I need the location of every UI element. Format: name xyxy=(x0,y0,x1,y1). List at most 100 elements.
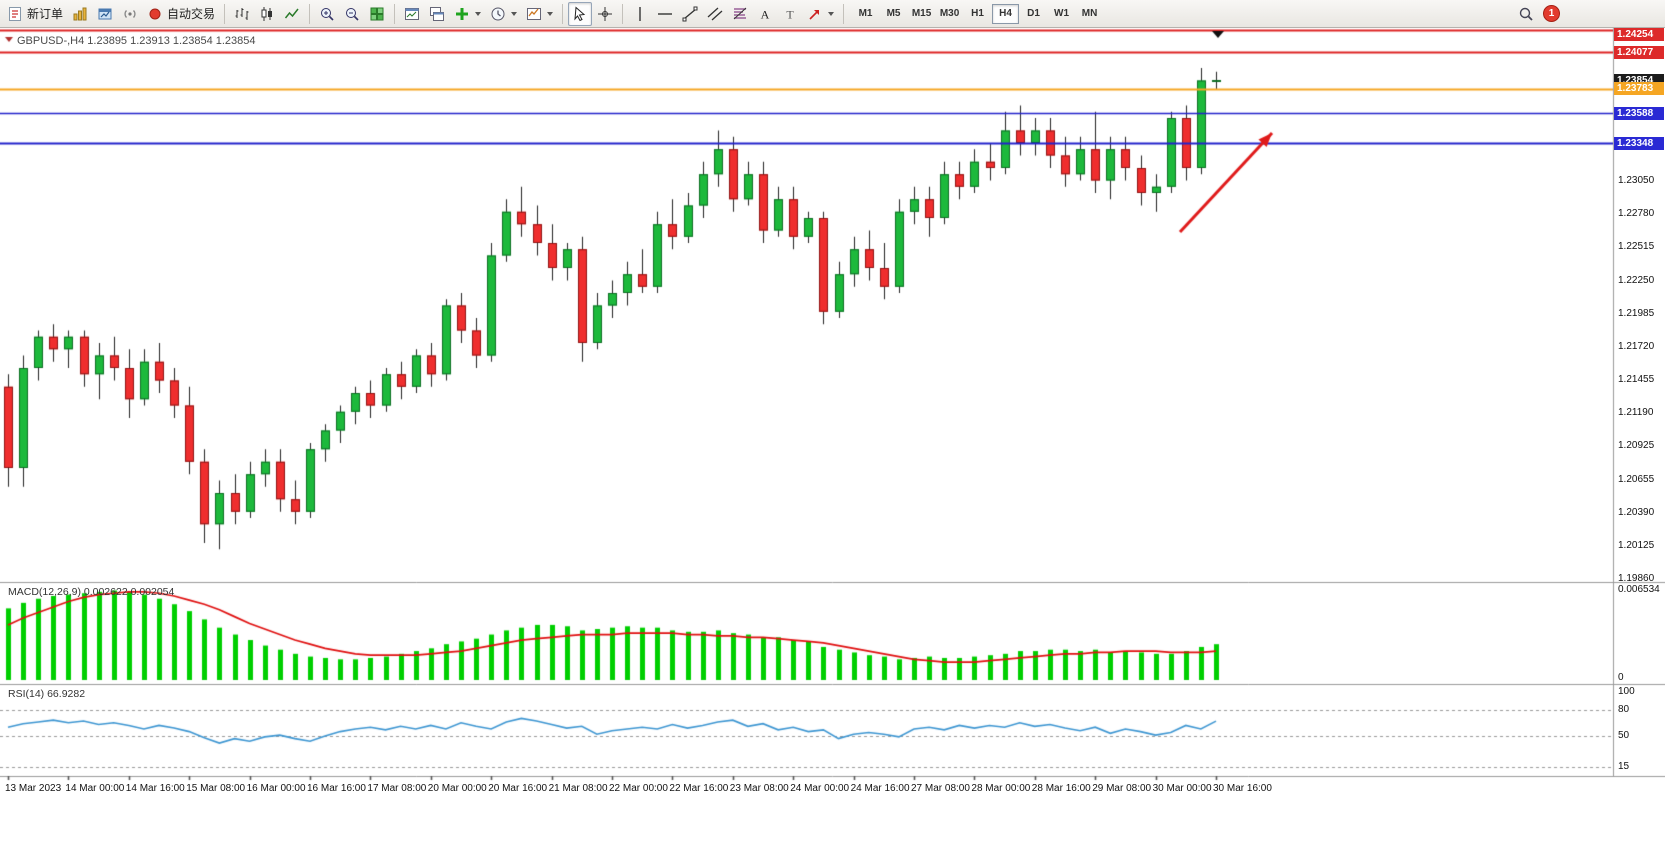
svg-text:T: T xyxy=(786,7,794,21)
tile-windows-button[interactable] xyxy=(365,2,389,26)
chevron-down-icon xyxy=(547,11,554,16)
price-axis-label: 1.19860 xyxy=(1618,573,1655,585)
timeframe-D1[interactable]: D1 xyxy=(1020,4,1047,24)
profiles-icon xyxy=(98,8,112,19)
arrange-windows-button[interactable] xyxy=(400,2,424,26)
autotrading-button[interactable]: 自动交易 xyxy=(143,2,219,26)
chart-area: GBPUSD-,H4 1.23895 1.23913 1.23854 1.238… xyxy=(0,28,1665,848)
timeframe-M15[interactable]: M15 xyxy=(908,4,935,24)
time-axis-label: 17 Mar 08:00 xyxy=(367,783,427,794)
rsi-axis-label: 80 xyxy=(1618,703,1630,715)
search-icon xyxy=(1519,7,1533,21)
search-button[interactable] xyxy=(1514,2,1538,26)
zoom-out-button[interactable] xyxy=(340,2,364,26)
svg-text:A: A xyxy=(761,7,770,21)
vertical-line-tool-button[interactable] xyxy=(628,2,652,26)
new-order-button[interactable]: 新订单 xyxy=(3,2,67,26)
price-axis-label: 1.20925 xyxy=(1618,440,1655,452)
chevron-down-icon xyxy=(475,11,482,16)
line-chart-button[interactable] xyxy=(280,2,304,26)
crosshair-button[interactable] xyxy=(593,2,617,26)
label-tool-button[interactable]: T xyxy=(778,2,802,26)
tile-windows-icon xyxy=(370,7,384,20)
time-axis-label: 13 Mar 2023 xyxy=(5,783,62,794)
channel-tool-button[interactable] xyxy=(703,2,727,26)
rsi-axis-label: 15 xyxy=(1618,760,1630,772)
sound-icon xyxy=(124,9,136,18)
zoom-in-button[interactable] xyxy=(315,2,339,26)
toolbar-separator xyxy=(562,3,564,24)
bar-chart-icon xyxy=(235,7,249,20)
fibonacci-icon xyxy=(733,7,747,19)
chart-title: GBPUSD-,H4 1.23895 1.23913 1.23854 1.238… xyxy=(17,35,256,47)
price-tag: 1.24077 xyxy=(1614,45,1664,59)
toolbar-separator xyxy=(394,3,396,24)
text-tool-button[interactable]: A xyxy=(753,2,777,26)
macd-label: MACD(12,26,9) 0.002622 0.002054 xyxy=(8,586,175,598)
indicators-button[interactable] xyxy=(450,2,485,26)
text-label-icon: T xyxy=(786,7,794,21)
time-axis-label: 20 Mar 16:00 xyxy=(488,783,548,794)
autotrading-label: 自动交易 xyxy=(167,7,216,21)
chevron-down-icon xyxy=(511,11,518,16)
price-axis-label: 1.20655 xyxy=(1618,473,1655,485)
time-axis-label: 21 Mar 08:00 xyxy=(548,783,608,794)
price-chart-canvas[interactable] xyxy=(0,28,1665,848)
price-axis-label: 1.22515 xyxy=(1618,241,1655,253)
macd-axis-label: 0 xyxy=(1618,672,1624,683)
autotrading-status-icon xyxy=(149,8,161,19)
crosshair-icon xyxy=(598,6,613,21)
time-axis-label: 30 Mar 16:00 xyxy=(1213,783,1272,794)
cascade-windows-icon xyxy=(430,6,445,21)
time-axis-label: 14 Mar 00:00 xyxy=(65,783,125,794)
arrows-tool-button[interactable] xyxy=(803,2,838,26)
price-axis-label: 1.20125 xyxy=(1618,540,1655,552)
new-chart-button[interactable] xyxy=(68,2,92,26)
cascade-windows-button[interactable] xyxy=(425,2,449,26)
time-axis-label: 15 Mar 08:00 xyxy=(186,783,246,794)
timeframe-MN[interactable]: MN xyxy=(1076,4,1103,24)
time-axis-label: 20 Mar 00:00 xyxy=(427,783,487,794)
arrows-shapes-icon xyxy=(809,9,820,20)
timeframe-M30[interactable]: M30 xyxy=(936,4,963,24)
trendline-tool-button[interactable] xyxy=(678,2,702,26)
timeframe-W1[interactable]: W1 xyxy=(1048,4,1075,24)
new-order-label: 新订单 xyxy=(27,7,64,21)
horizontal-line-tool-button[interactable] xyxy=(653,2,677,26)
time-axis-label: 24 Mar 00:00 xyxy=(790,783,850,794)
time-axis-label: 14 Mar 16:00 xyxy=(125,783,185,794)
timeframe-M5[interactable]: M5 xyxy=(880,4,907,24)
periods-button[interactable] xyxy=(486,2,521,26)
price-axis-label: 1.23050 xyxy=(1618,174,1655,186)
timeframe-M1[interactable]: M1 xyxy=(852,4,879,24)
profiles-button[interactable] xyxy=(93,2,117,26)
zoom-in-icon xyxy=(321,7,334,21)
timeframe-H4[interactable]: H4 xyxy=(992,3,1020,24)
cursor-button[interactable] xyxy=(568,1,593,26)
price-tag: 1.24254 xyxy=(1614,28,1664,41)
time-axis-label: 28 Mar 00:00 xyxy=(971,783,1031,794)
indicators-plus-icon xyxy=(456,7,469,20)
cursor-icon xyxy=(574,5,586,21)
price-axis-label: 1.22250 xyxy=(1618,274,1655,286)
templates-button[interactable] xyxy=(522,2,557,26)
trendline-icon xyxy=(682,6,698,21)
fibonacci-tool-button[interactable] xyxy=(728,2,752,26)
notification-badge[interactable]: 1 xyxy=(1543,5,1560,22)
price-axis-label: 1.21190 xyxy=(1618,407,1654,418)
time-axis-label: 27 Mar 08:00 xyxy=(911,783,970,794)
clock-icon xyxy=(491,7,505,20)
price-tag: 1.23588 xyxy=(1614,106,1664,120)
timeframe-H1[interactable]: H1 xyxy=(964,4,991,24)
time-axis-label: 22 Mar 00:00 xyxy=(609,783,668,794)
main-toolbar: 新订单 自动交易 A T M1 M5 M15 M30 H1 H4 D1 W1 MN 1 xyxy=(0,0,1665,28)
price-axis-label: 1.21985 xyxy=(1618,307,1655,319)
price-axis-label: 1.21720 xyxy=(1618,340,1655,352)
timeframe-toolbar: M1 M5 M15 M30 H1 H4 D1 W1 MN xyxy=(852,3,1103,24)
rsi-axis-label: 100 xyxy=(1618,686,1635,697)
candlestick-chart-button[interactable] xyxy=(255,2,279,26)
toolbar-separator xyxy=(309,3,311,24)
time-axis-label: 30 Mar 00:00 xyxy=(1152,783,1212,794)
bar-chart-button[interactable] xyxy=(230,2,254,26)
alerts-button[interactable] xyxy=(118,2,142,26)
